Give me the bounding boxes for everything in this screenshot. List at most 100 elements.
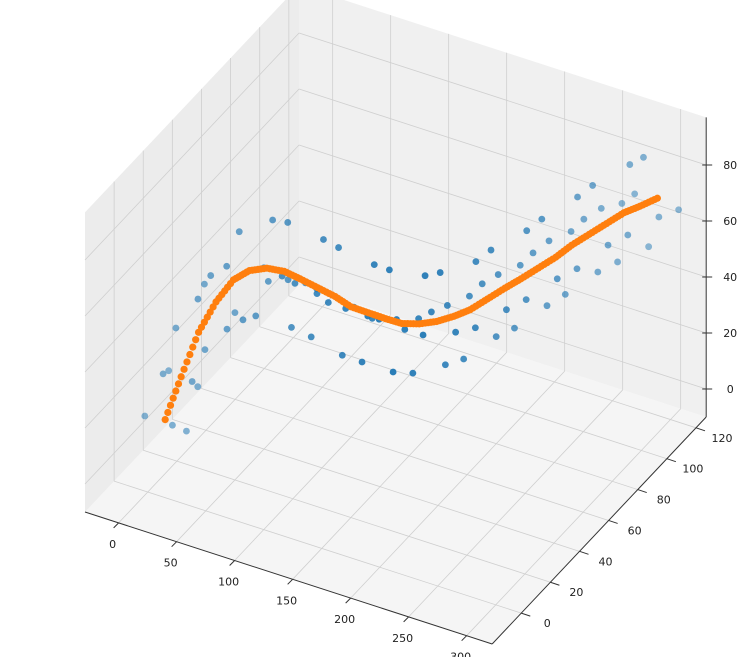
gridline-z: [298, 88, 707, 222]
x-tick: [113, 522, 119, 529]
y-tick: [666, 458, 677, 463]
back-wall-pane: [299, 0, 707, 418]
scatter-point: [194, 295, 202, 303]
gridline-y: [172, 418, 580, 552]
z-tick-label: 80: [723, 159, 737, 172]
scatter-point: [503, 306, 510, 314]
y-tick: [521, 612, 531, 617]
y-tick: [608, 519, 618, 524]
y-tick-label: 20: [569, 586, 583, 599]
y-tick-label: 80: [657, 494, 671, 507]
scatter-point: [307, 333, 315, 341]
scatter-point: [223, 262, 231, 270]
scatter-point: [553, 275, 561, 283]
scatter-point: [618, 200, 626, 207]
scatter-point: [188, 378, 196, 385]
scatter-point: [288, 323, 295, 331]
y-tick-label: 120: [712, 432, 733, 445]
scatter-point: [675, 206, 683, 214]
scatter-point: [436, 269, 444, 276]
scatter-point: [370, 261, 378, 269]
scatter-point: [141, 412, 149, 420]
gridline-x: [350, 370, 565, 599]
scatter-point: [561, 290, 569, 298]
scatter-point: [235, 228, 243, 236]
fit-point: [192, 336, 200, 344]
y-tick: [550, 581, 560, 586]
scatter-point: [183, 427, 190, 435]
gridline-z: [84, 200, 300, 429]
gridline-z: [298, 256, 707, 390]
x-tick: [403, 616, 409, 623]
scatter-point: [471, 324, 479, 332]
scatter-point: [478, 280, 486, 288]
x-tick-label: 250: [392, 632, 413, 645]
scatter-point: [409, 369, 417, 377]
scatter-point: [165, 367, 173, 375]
scatter-point: [338, 351, 346, 359]
scatter-point: [428, 308, 435, 316]
y-tick-label: 60: [628, 524, 642, 537]
scatter-point: [239, 316, 247, 324]
scatter-point: [631, 190, 639, 198]
fit-point: [166, 401, 175, 409]
scatter-point: [159, 370, 167, 378]
scatter-point: [460, 355, 468, 363]
scatter-point: [580, 215, 588, 223]
scatter-series: [141, 153, 683, 435]
scatter-point: [169, 421, 176, 429]
fit-series: [161, 194, 661, 424]
gridline-x: [292, 352, 507, 580]
scatter-point: [324, 299, 332, 306]
scatter-point: [523, 227, 531, 235]
scatter-point: [640, 153, 647, 161]
fit-point: [653, 194, 661, 202]
scatter-point: [529, 249, 537, 257]
fit-point: [180, 365, 188, 373]
scatter-point: [522, 296, 530, 304]
fit-point: [169, 394, 177, 402]
x-tick-label: 150: [276, 594, 297, 607]
z-tick-label: 20: [723, 327, 737, 340]
scatter-point: [419, 331, 427, 339]
gridline-y: [288, 295, 697, 429]
gridline-z: [298, 32, 707, 166]
x-tick: [171, 541, 177, 548]
scatter-point: [538, 215, 546, 223]
scatter-point: [452, 328, 460, 336]
scatter-point: [284, 219, 292, 226]
x-tick: [461, 635, 467, 642]
z-tick-label: 0: [727, 383, 734, 396]
scatter-point: [207, 272, 215, 279]
axes: 0501001502002503003500204060801001200204…: [84, 117, 737, 657]
scatter-point: [573, 265, 581, 273]
gridlines: [84, 0, 707, 636]
fit-point: [186, 350, 194, 359]
y-tick: [579, 550, 589, 555]
gridline-z: [298, 200, 707, 334]
scatter-point: [401, 326, 409, 333]
scatter-point: [201, 280, 208, 288]
fit-point: [161, 416, 169, 424]
gridline-x: [118, 295, 333, 524]
y-axis-line: [491, 416, 707, 645]
x-tick-label: 50: [164, 557, 178, 570]
x-tick-label: 0: [109, 538, 116, 551]
fit-point: [172, 387, 180, 395]
fit-point: [189, 343, 197, 351]
scatter-point: [201, 346, 209, 354]
scatter-point: [487, 246, 495, 254]
gridline-z: [84, 144, 300, 373]
x-axis-line: [84, 511, 493, 645]
x-tick: [287, 578, 293, 585]
y-tick-label: 0: [544, 617, 551, 630]
z-tick-label: 60: [723, 215, 737, 228]
gridline-y: [113, 480, 522, 614]
scatter-point: [472, 258, 480, 266]
scatter-point: [284, 276, 292, 284]
scatter-point: [335, 244, 342, 251]
scatter-point: [494, 271, 502, 278]
scatter-point: [291, 279, 299, 287]
y-tick-label: 40: [599, 555, 613, 568]
